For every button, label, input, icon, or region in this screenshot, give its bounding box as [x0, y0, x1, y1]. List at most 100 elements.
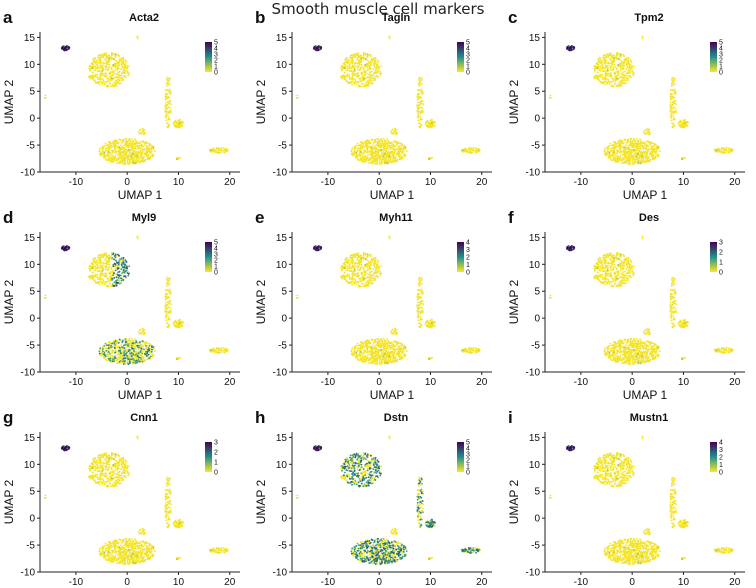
cell-point — [142, 350, 144, 353]
cell-point — [168, 77, 171, 80]
cell-point — [620, 67, 622, 70]
cell-point — [345, 61, 348, 64]
cell-point — [363, 146, 365, 149]
cell-point — [100, 74, 103, 77]
cell-point — [376, 148, 379, 151]
cell-point — [387, 150, 389, 153]
cell-point — [670, 106, 673, 109]
cell-point — [117, 77, 120, 79]
cell-point — [601, 73, 603, 76]
cell-point — [112, 150, 115, 153]
cell-point — [602, 77, 604, 80]
cell-point — [646, 160, 649, 163]
cell-point — [598, 59, 600, 62]
cell-point — [111, 77, 113, 80]
cell-point — [370, 82, 373, 85]
cell-point — [393, 132, 395, 135]
cell-point — [352, 74, 355, 77]
cell-point — [109, 155, 112, 157]
cell-point — [469, 150, 472, 152]
cell-point — [606, 148, 609, 151]
cell-point — [382, 144, 385, 147]
cell-point — [122, 57, 125, 59]
cell-point — [367, 139, 370, 142]
cell-point — [608, 145, 611, 148]
cell-point — [673, 110, 676, 113]
cell-point — [400, 148, 402, 151]
cell-point — [128, 148, 131, 151]
cell-point — [399, 157, 402, 160]
cell-point — [134, 143, 137, 146]
cell-point — [417, 82, 420, 85]
cell-point — [365, 145, 368, 148]
cell-point — [360, 54, 363, 57]
cell-point — [627, 155, 629, 158]
cell-point — [140, 147, 143, 150]
cell-point — [148, 144, 151, 147]
cell-point — [93, 56, 96, 59]
cell-point — [97, 281, 100, 284]
cell-point — [126, 162, 129, 164]
cell-point — [93, 79, 96, 82]
cell-point — [416, 94, 419, 96]
cell-point — [627, 68, 630, 71]
cell-point — [137, 148, 140, 151]
cell-point — [342, 62, 345, 65]
cell-point — [182, 122, 184, 124]
cell-point — [129, 158, 132, 161]
cell-point — [610, 85, 613, 88]
cell-point — [431, 118, 433, 121]
cell-point — [99, 254, 102, 257]
cell-point — [642, 160, 645, 162]
cell-point — [611, 78, 614, 80]
cell-point — [604, 54, 607, 57]
cell-point — [626, 60, 629, 62]
cell-point — [376, 156, 379, 159]
cell-point — [122, 68, 125, 71]
cell-point — [370, 60, 372, 62]
cell-point — [362, 52, 365, 54]
cell-point — [674, 82, 676, 85]
cell-point — [419, 124, 422, 126]
cell-point — [349, 81, 352, 84]
cell-point — [118, 61, 121, 64]
cell-point — [602, 59, 605, 62]
cell-point — [351, 62, 353, 65]
cell-point — [616, 57, 619, 59]
cell-point — [368, 162, 370, 165]
cell-point — [394, 145, 396, 147]
cell-point — [633, 138, 635, 141]
cell-point — [648, 143, 651, 146]
cell-point — [348, 65, 351, 68]
cell-point — [105, 262, 107, 265]
cell-point — [420, 106, 422, 109]
cell-point — [610, 158, 612, 161]
cell-point — [388, 155, 391, 158]
cell-point — [357, 85, 360, 88]
cell-point — [140, 343, 143, 346]
cell-point — [639, 155, 642, 158]
cell-point — [421, 82, 423, 85]
cell-point — [356, 68, 359, 71]
cell-point — [652, 153, 655, 156]
cell-point — [376, 59, 379, 61]
cell-point — [112, 72, 115, 74]
cell-point — [474, 147, 477, 150]
cell-point — [135, 141, 138, 143]
cell-point — [403, 155, 406, 158]
cell-point — [729, 149, 732, 152]
cell-point — [105, 85, 108, 88]
cell-point — [346, 65, 349, 67]
cell-point — [625, 63, 628, 66]
cell-point — [622, 141, 625, 144]
cell-point — [126, 67, 128, 70]
cell-point — [368, 79, 371, 81]
cell-point — [124, 148, 127, 151]
cell-point — [166, 325, 169, 328]
cell-point — [340, 76, 342, 78]
cell-point — [629, 138, 632, 141]
cell-point — [165, 108, 168, 110]
cell-point — [405, 150, 408, 153]
cell-point — [146, 146, 148, 149]
cell-point — [632, 74, 635, 77]
